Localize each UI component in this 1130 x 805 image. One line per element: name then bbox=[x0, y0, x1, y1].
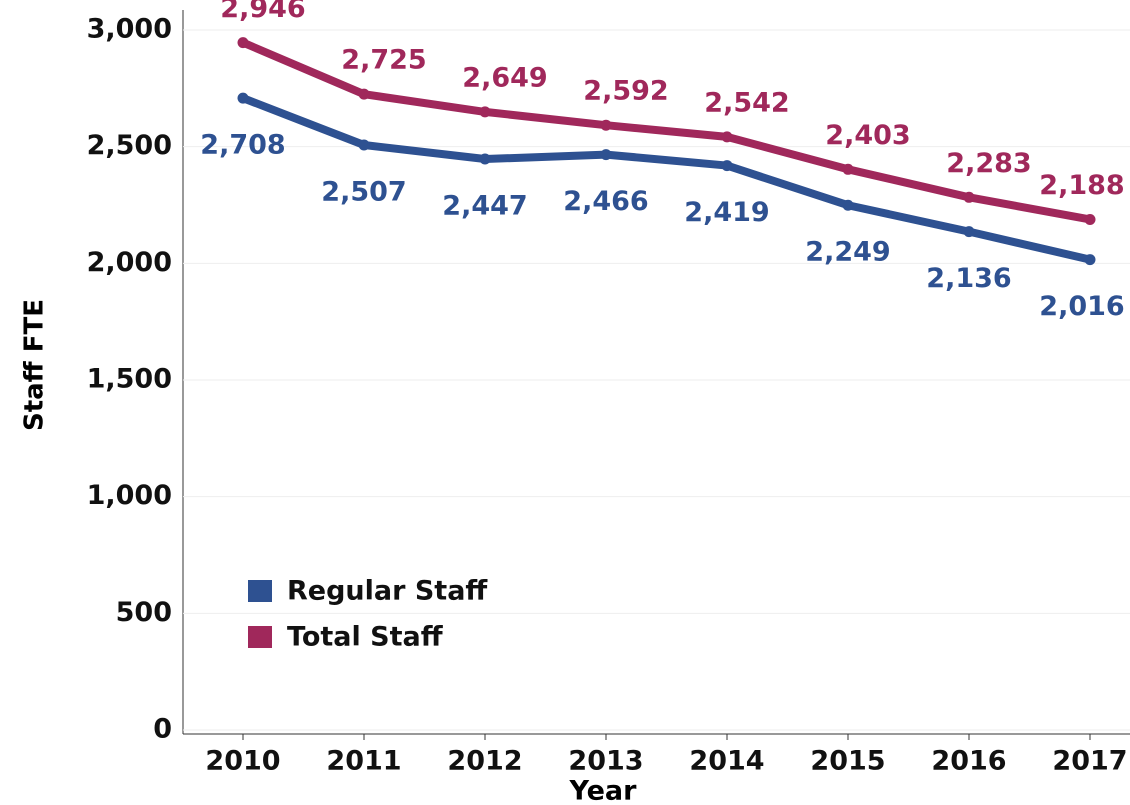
legend-swatch bbox=[248, 580, 272, 602]
data-point bbox=[358, 139, 370, 151]
x-tick-label: 2012 bbox=[447, 746, 522, 777]
x-axis-title: Year bbox=[569, 776, 638, 805]
x-tick-label: 2014 bbox=[689, 746, 764, 777]
x-tick-label: 2015 bbox=[810, 746, 885, 777]
x-tick-label: 2013 bbox=[568, 746, 643, 777]
data-point bbox=[721, 160, 733, 172]
series-line bbox=[239, 38, 1094, 224]
y-tick-label: 2,500 bbox=[87, 130, 172, 161]
y-tick-label: 500 bbox=[116, 597, 172, 628]
data-point bbox=[842, 163, 854, 175]
x-tick-label: 2016 bbox=[931, 746, 1006, 777]
data-label: 2,649 bbox=[462, 62, 547, 93]
data-point bbox=[358, 88, 370, 100]
data-label: 2,447 bbox=[442, 191, 527, 222]
y-tick-label: 2,000 bbox=[87, 247, 172, 278]
data-label: 2,507 bbox=[321, 177, 406, 208]
data-point bbox=[479, 106, 491, 118]
y-tick-label: 1,000 bbox=[87, 480, 172, 511]
x-tick-label: 2017 bbox=[1052, 746, 1127, 777]
legend-swatch bbox=[248, 626, 272, 648]
data-point bbox=[479, 153, 491, 165]
data-point bbox=[842, 199, 854, 211]
y-tick-label: 3,000 bbox=[87, 14, 172, 45]
x-tick-label: 2011 bbox=[326, 746, 401, 777]
data-label: 2,403 bbox=[825, 120, 910, 151]
data-label: 2,249 bbox=[805, 237, 890, 268]
data-point bbox=[237, 92, 249, 104]
x-tick-label: 2010 bbox=[205, 746, 280, 777]
data-label: 2,466 bbox=[563, 186, 648, 217]
legend-label: Total Staff bbox=[287, 622, 444, 653]
data-label: 2,592 bbox=[583, 76, 668, 107]
data-label: 2,946 bbox=[220, 0, 305, 24]
data-label: 2,708 bbox=[200, 130, 285, 161]
series-line bbox=[239, 94, 1094, 264]
data-point bbox=[721, 131, 733, 143]
data-label: 2,136 bbox=[926, 263, 1011, 294]
y-tick-label: 1,500 bbox=[87, 364, 172, 395]
data-point bbox=[237, 37, 249, 49]
data-point bbox=[963, 226, 975, 238]
data-label: 2,725 bbox=[341, 45, 426, 76]
data-label: 2,419 bbox=[684, 197, 769, 228]
data-point bbox=[1084, 213, 1096, 225]
y-tick-label: 0 bbox=[153, 714, 172, 745]
legend-label: Regular Staff bbox=[287, 576, 488, 607]
y-axis-title: Staff FTE bbox=[20, 299, 50, 431]
data-label: 2,016 bbox=[1039, 291, 1124, 322]
data-label: 2,542 bbox=[704, 87, 789, 118]
data-point bbox=[963, 191, 975, 203]
data-point bbox=[1084, 254, 1096, 266]
data-point bbox=[600, 149, 612, 161]
data-label: 2,283 bbox=[946, 148, 1031, 179]
data-point bbox=[600, 119, 612, 131]
data-label: 2,188 bbox=[1039, 170, 1124, 201]
